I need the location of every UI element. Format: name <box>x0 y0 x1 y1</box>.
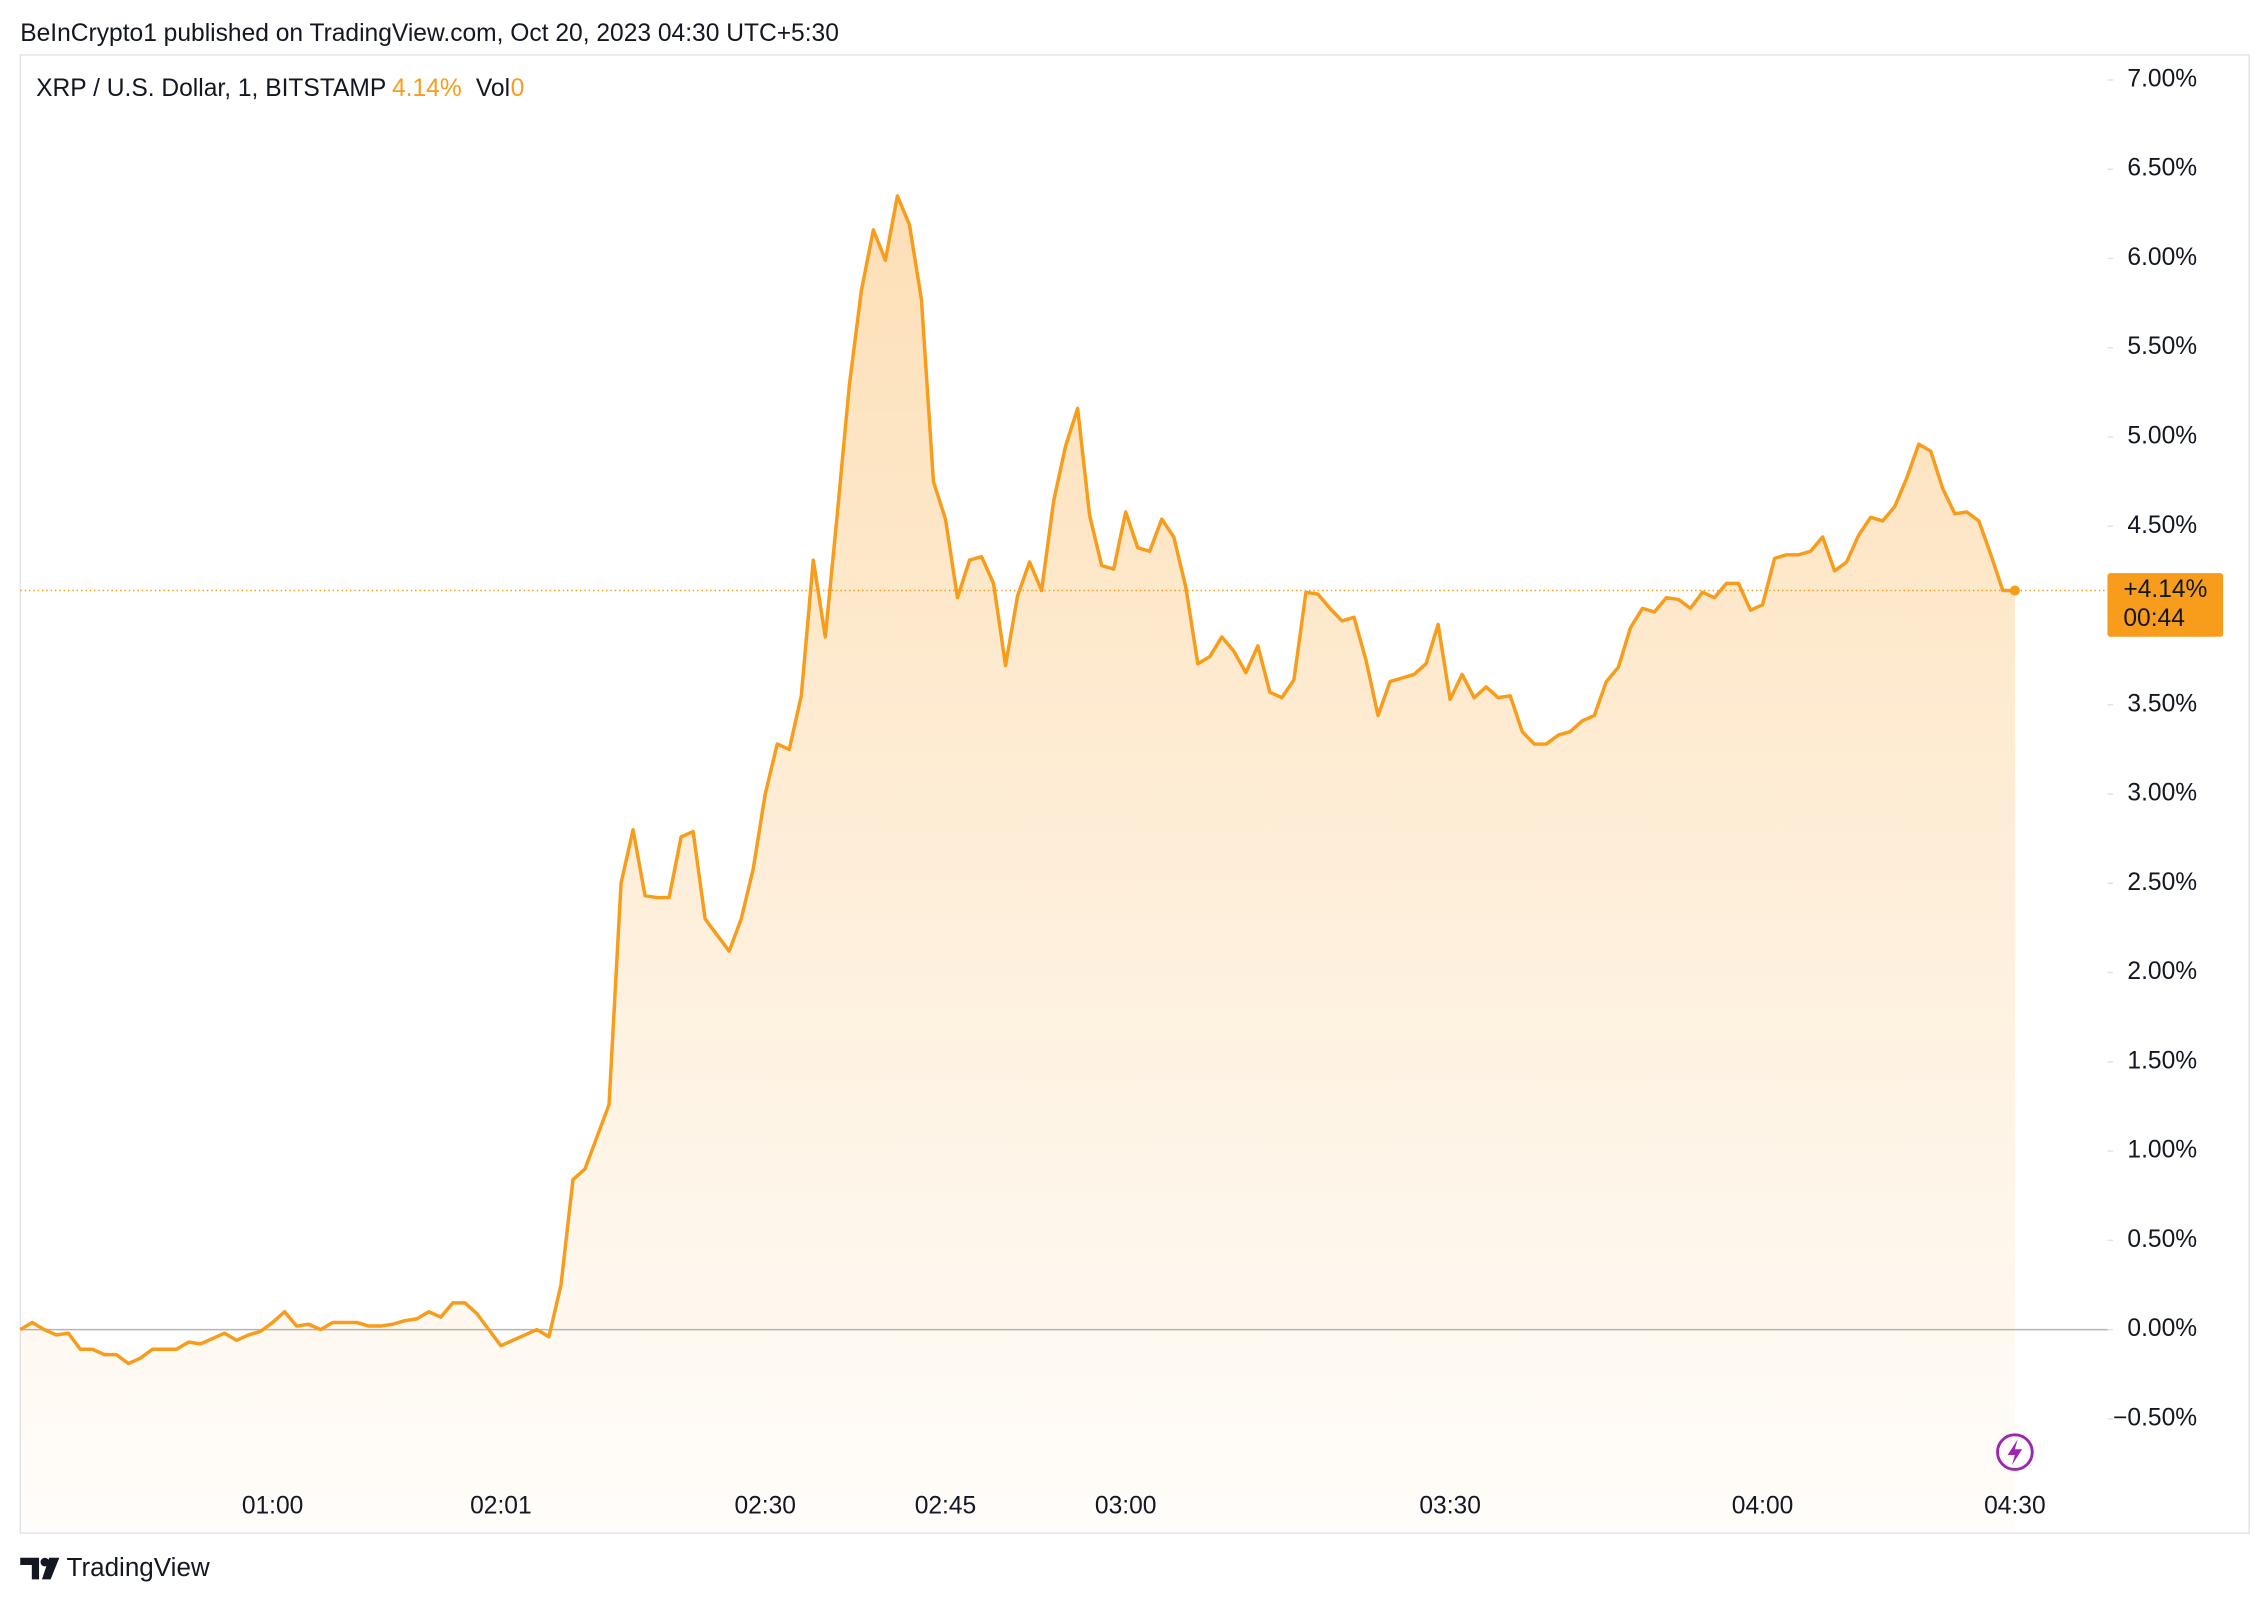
y-tick-label: 1.50% <box>2127 1047 2197 1074</box>
legend-change: 4.14% <box>392 75 462 102</box>
lightning-icon <box>1996 1433 2034 1471</box>
y-tick-label: 0.00% <box>2127 1315 2197 1342</box>
y-tick-label: 1.00% <box>2127 1137 2197 1164</box>
header-title: BeInCrypto1 published on TradingView.com… <box>20 20 839 47</box>
price-line <box>19 194 2015 1366</box>
y-tick-label: 7.00% <box>2127 65 2197 92</box>
y-tick-label: 0.50% <box>2127 1226 2197 1253</box>
legend-symbol: XRP / U.S. Dollar, 1, BITSTAMP <box>36 75 386 102</box>
y-tick-label: 2.00% <box>2127 958 2197 985</box>
brand-name: TradingView <box>67 1552 210 1582</box>
price-tag <box>2107 573 2224 637</box>
brand-logo <box>20 1557 60 1580</box>
x-tick-label: 02:01 <box>470 1493 532 1520</box>
y-tick-label: 4.50% <box>2127 512 2197 539</box>
x-tick-label: 04:30 <box>1984 1493 2046 1520</box>
price-tag-countdown: 00:44 <box>2123 605 2185 632</box>
y-tick-label: 3.00% <box>2127 780 2197 807</box>
last-point <box>2009 585 2020 596</box>
area-fill <box>20 195 2015 1534</box>
y-tick-label: 5.00% <box>2127 423 2197 450</box>
y-tick-label: 3.50% <box>2127 690 2197 717</box>
x-tick-label: 04:00 <box>1732 1493 1794 1520</box>
y-tick-label: 6.00% <box>2127 244 2197 271</box>
plot-area <box>19 79 2114 1534</box>
x-tick-label: 01:00 <box>242 1493 304 1520</box>
x-tick-label: 02:45 <box>915 1493 977 1520</box>
legend-volume-label: Vol <box>476 75 510 102</box>
y-tick-label: 5.50% <box>2127 333 2197 360</box>
x-tick-label: 03:00 <box>1095 1493 1157 1520</box>
y-tick-label: 2.50% <box>2127 869 2197 896</box>
price-tag-change: +4.14% <box>2123 576 2207 603</box>
x-tick-label: 03:30 <box>1419 1493 1481 1520</box>
legend-volume: 0 <box>511 75 525 102</box>
y-tick-label: −0.50% <box>2113 1404 2197 1431</box>
x-tick-label: 02:30 <box>734 1493 796 1520</box>
y-tick-label: 6.50% <box>2127 155 2197 182</box>
